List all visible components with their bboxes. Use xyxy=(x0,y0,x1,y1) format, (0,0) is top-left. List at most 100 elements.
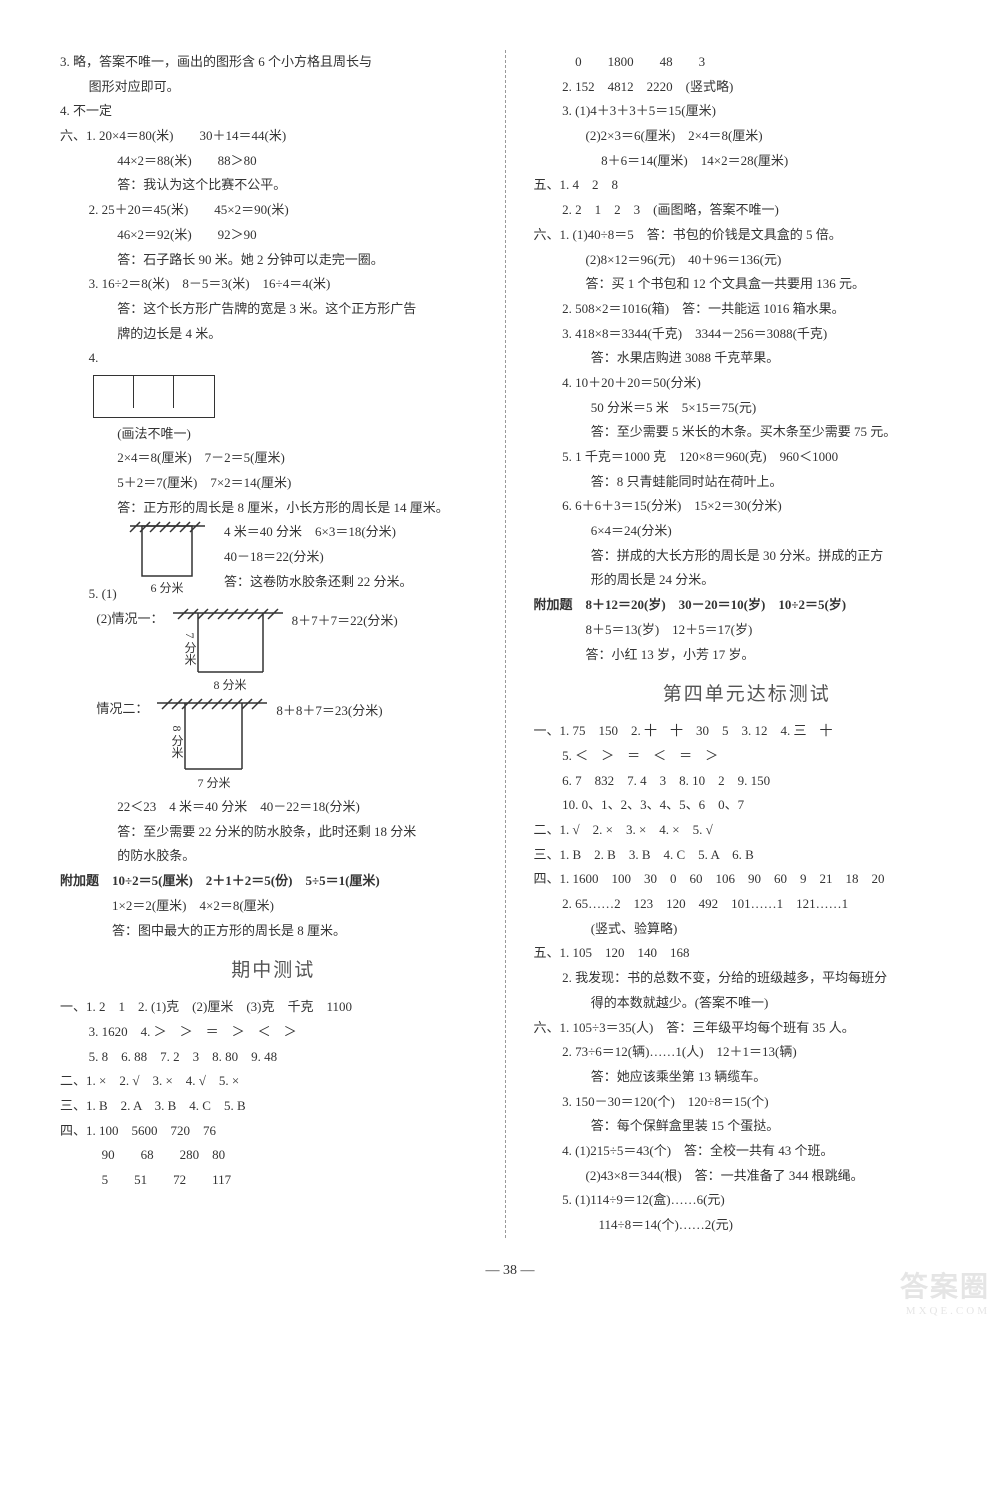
text: 答：至少需要 22 分米的防水胶条，此时还剩 18 分米 xyxy=(60,820,487,845)
text: 一、1. 75 150 2. 十 十 30 5 3. 12 4. 三 十 xyxy=(534,719,961,744)
text: 二、1. √ 2. × 3. × 4. × 5. √ xyxy=(534,818,961,843)
right-column: 0 1800 48 3 2. 152 4812 2220 (竖式略) 3. (1… xyxy=(526,50,961,1238)
text: 图形对应即可。 xyxy=(60,75,487,100)
text: 10. 0、1、2、3、4、5、6 0、7 xyxy=(534,793,961,818)
text: 46×2＝92(米) 92＞90 xyxy=(60,223,487,248)
text: 的防水胶条。 xyxy=(60,844,487,869)
text: 答：买 1 个书包和 12 个文具盒一共要用 136 元。 xyxy=(534,272,961,297)
text: 5＋2＝7(厘米) 7×2＝14(厘米) xyxy=(60,471,487,496)
text: 5 51 72 117 xyxy=(60,1168,487,1193)
text: 44×2＝88(米) 88＞80 xyxy=(60,149,487,174)
text: 2. 152 4812 2220 (竖式略) xyxy=(534,75,961,100)
text: 五、1. 4 2 8 xyxy=(534,173,961,198)
text: 答：正方形的周长是 8 厘米，小长方形的周长是 14 厘米。 xyxy=(60,496,487,521)
svg-text:8 分米: 8 分米 xyxy=(170,726,184,759)
text: 2. 2 1 2 3 (画图略，答案不唯一) xyxy=(534,198,961,223)
text: 形的周长是 24 分米。 xyxy=(534,568,961,593)
svg-text:7 分米: 7 分米 xyxy=(183,633,197,666)
bonus: 附加题 8＋12＝20(岁) 30－20＝10(岁) 10÷2＝5(岁) xyxy=(534,593,961,618)
text: 答：水果店购进 3088 千克苹果。 xyxy=(534,346,961,371)
text: 五、1. 105 120 140 168 xyxy=(534,941,961,966)
figure-rectangles xyxy=(93,375,215,418)
text: 5. 1 千克＝1000 克 120×8＝960(克) 960＜1000 xyxy=(534,445,961,470)
text: 114÷8＝14(个)……2(元) xyxy=(534,1213,961,1238)
text: 6×4＝24(分米) xyxy=(534,519,961,544)
text: (2)8×12＝96(元) 40＋96＝136(元) xyxy=(534,248,961,273)
text: (画法不唯一) xyxy=(60,422,487,447)
text: 4 米＝40 分米 6×3＝18(分米) xyxy=(224,520,486,545)
text: 答：我认为这个比赛不公平。 xyxy=(60,173,487,198)
text: 2. 65……2 123 120 492 101……1 121……1 xyxy=(534,892,961,917)
text: 4. 10＋20＋20＝50(分米) xyxy=(534,371,961,396)
text: 牌的边长是 4 米。 xyxy=(60,322,487,347)
text: 5. (1)114÷9＝12(盒)……6(元) xyxy=(534,1188,961,1213)
text: 4. 不一定 xyxy=(60,99,487,124)
text: 2. 508×2＝1016(箱) 答：一共能运 1016 箱水果。 xyxy=(534,297,961,322)
text: (2)43×8＝344(根) 答：一共准备了 344 根跳绳。 xyxy=(534,1164,961,1189)
text: 答：8 只青蛙能同时站在荷叶上。 xyxy=(534,470,961,495)
text: 8＋7＋7＝22(分米) xyxy=(292,607,398,634)
text: 得的本数就越少。(答案不唯一) xyxy=(534,991,961,1016)
text: 3. 1620 4. ＞ ＞ ＝ ＞ ＜ ＞ xyxy=(60,1020,487,1045)
text: 1×2＝2(厘米) 4×2＝8(厘米) xyxy=(60,894,487,919)
text: 四、1. 1600 100 30 0 60 106 90 60 9 21 18 … xyxy=(534,867,961,892)
page-number: — 38 — xyxy=(60,1258,960,1285)
watermark-sub: MXQE.COM xyxy=(906,1301,990,1322)
case-1: (2)情况一： xyxy=(60,607,164,632)
text: 三、1. B 2. A 3. B 4. C 5. B xyxy=(60,1094,487,1119)
text: 2×4＝8(厘米) 7－2＝5(厘米) xyxy=(60,446,487,471)
text: 答：这卷防水胶条还剩 22 分米。 xyxy=(224,570,486,595)
text: 3. 150－30＝120(个) 120÷8＝15(个) xyxy=(534,1090,961,1115)
text: 4. xyxy=(60,346,487,371)
text: 6. 6＋6＋3＝15(分米) 15×2＝30(分米) xyxy=(534,494,961,519)
figure-case2: 8 分米 7 分米 xyxy=(152,697,272,795)
text: 90 68 280 80 xyxy=(60,1143,487,1168)
figure-5-1: 6 分米 xyxy=(120,520,210,598)
text: 2. 73÷6＝12(辆)……1(人) 12＋1＝13(辆) xyxy=(534,1040,961,1065)
text: (2)2×3＝6(厘米) 2×4＝8(厘米) xyxy=(534,124,961,149)
text: 5. 8 6. 88 7. 2 3 8. 80 9. 48 xyxy=(60,1045,487,1070)
svg-text:7 分米: 7 分米 xyxy=(198,776,231,790)
bonus: 附加题 10÷2＝5(厘米) 2＋1＋2＝5(份) 5÷5＝1(厘米) xyxy=(60,869,487,894)
text: 4. (1)215÷5＝43(个) 答：全校一共有 43 个班。 xyxy=(534,1139,961,1164)
text: 答：至少需要 5 米长的木条。买木条至少需要 75 元。 xyxy=(534,420,961,445)
text: (竖式、验算略) xyxy=(534,917,961,942)
text: 22＜23 4 米＝40 分米 40－22＝18(分米) xyxy=(60,795,487,820)
text: 二、1. × 2. √ 3. × 4. √ 5. × xyxy=(60,1069,487,1094)
section-six: 六、1. 20×4＝80(米) 30＋14＝44(米) xyxy=(60,124,487,149)
text: 答：她应该乘坐第 13 辆缆车。 xyxy=(534,1065,961,1090)
text: 8＋5＝13(岁) 12＋5＝17(岁) xyxy=(534,618,961,643)
left-column: 3. 略，答案不唯一，画出的图形含 6 个小方格且周长与 图形对应即可。 4. … xyxy=(60,50,506,1238)
text: 答：小红 13 岁，小芳 17 岁。 xyxy=(534,643,961,668)
text: 四、1. 100 5600 720 76 xyxy=(60,1119,487,1144)
text: 5. ＜ ＞ ＝ ＜ ＝ ＞ xyxy=(534,744,961,769)
unit4-title: 第四单元达标测试 xyxy=(534,677,961,713)
text: 2. 我发现：书的总数不变，分给的班级越多，平均每班分 xyxy=(534,966,961,991)
text: 六、1. 105÷3＝35(人) 答：三年级平均每个班有 35 人。 xyxy=(534,1016,961,1041)
text: 一、1. 2 1 2. (1)克 (2)厘米 (3)克 千克 1100 xyxy=(60,995,487,1020)
text: 2. 25＋20＝45(米) 45×2＝90(米) xyxy=(60,198,487,223)
text: 答：这个长方形广告牌的宽是 3 米。这个正方形广告 xyxy=(60,297,487,322)
text: 答：石子路长 90 米。她 2 分钟可以走完一圈。 xyxy=(60,248,487,273)
text: 答：拼成的大长方形的周长是 30 分米。拼成的正方 xyxy=(534,544,961,569)
midterm-title: 期中测试 xyxy=(60,953,487,989)
text: 50 分米＝5 米 5×15＝75(元) xyxy=(534,396,961,421)
svg-text:8 分米: 8 分米 xyxy=(213,678,246,692)
item-5-1: 5. (1) xyxy=(89,586,117,601)
text: 六、1. (1)40÷8＝5 答：书包的价钱是文具盒的 5 倍。 xyxy=(534,223,961,248)
text: 答：图中最大的正方形的周长是 8 厘米。 xyxy=(60,919,487,944)
text: 3. 略，答案不唯一，画出的图形含 6 个小方格且周长与 xyxy=(60,50,487,75)
svg-text:6 分米: 6 分米 xyxy=(151,581,184,595)
figure-case1: 7 分米 8 分米 xyxy=(168,607,288,697)
text: 三、1. B 2. B 3. B 4. C 5. A 6. B xyxy=(534,843,961,868)
text: 0 1800 48 3 xyxy=(534,50,961,75)
text: 40－18＝22(分米) xyxy=(224,545,486,570)
text: 3. (1)4＋3＋3＋5＝15(厘米) xyxy=(534,99,961,124)
case-2: 情况二： xyxy=(60,697,148,722)
text: 8＋8＋7＝23(分米) xyxy=(276,697,382,724)
text: 3. 16÷2＝8(米) 8－5＝3(米) 16÷4＝4(米) xyxy=(60,272,487,297)
text: 6. 7 832 7. 4 3 8. 10 2 9. 150 xyxy=(534,769,961,794)
text: 答：每个保鲜盒里装 15 个蛋挞。 xyxy=(534,1114,961,1139)
text: 3. 418×8＝3344(千克) 3344－256＝3088(千克) xyxy=(534,322,961,347)
text: 8＋6＝14(厘米) 14×2＝28(厘米) xyxy=(534,149,961,174)
